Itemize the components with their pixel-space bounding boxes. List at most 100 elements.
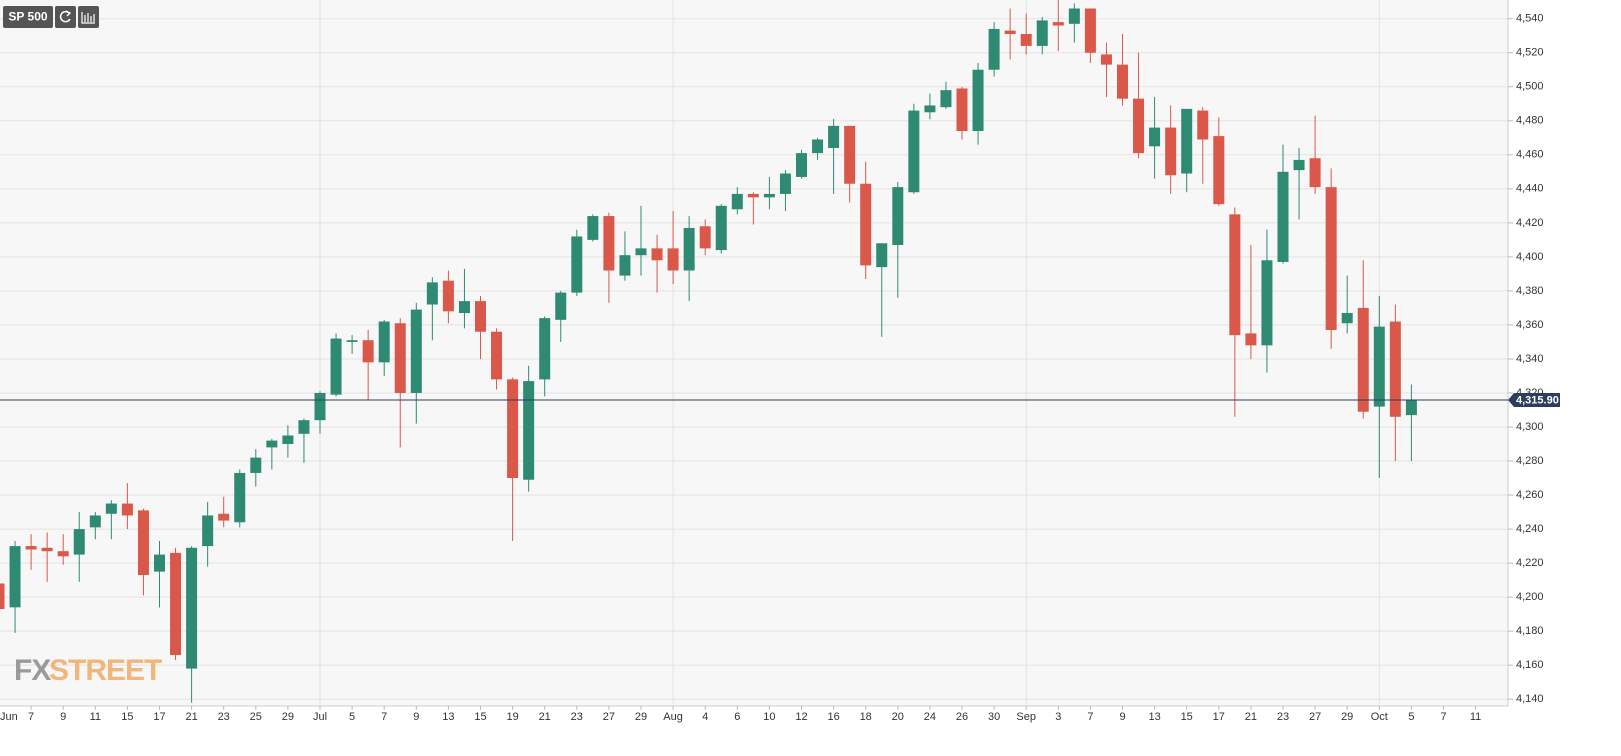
candle-body bbox=[924, 105, 936, 113]
y-tick-label: 4,460 bbox=[1516, 149, 1544, 161]
y-tick-label: 4,480 bbox=[1516, 115, 1544, 127]
candle-body bbox=[523, 381, 535, 480]
candle-body bbox=[699, 226, 711, 249]
x-tick-label: 4 bbox=[702, 711, 708, 723]
last-price-label: 4,315.90 bbox=[1516, 394, 1559, 406]
x-tick-label: 18 bbox=[860, 711, 872, 723]
x-tick-label: Jun bbox=[0, 711, 18, 723]
candle-body bbox=[796, 153, 807, 177]
candle-body bbox=[779, 173, 791, 194]
candle-body bbox=[1357, 307, 1369, 412]
last-price-marker bbox=[1508, 392, 1560, 407]
candle-body bbox=[603, 216, 615, 271]
candle-body bbox=[137, 510, 149, 576]
y-tick-label: 4,340 bbox=[1516, 353, 1544, 365]
candle-body bbox=[619, 255, 631, 276]
x-tick-label: Aug bbox=[663, 711, 683, 723]
x-tick-label: 7 bbox=[28, 711, 34, 723]
candle-body bbox=[0, 583, 5, 610]
plot-background bbox=[0, 0, 1508, 706]
candle-body bbox=[1341, 313, 1353, 324]
x-tick-label: 7 bbox=[1440, 711, 1446, 723]
x-tick-label: 23 bbox=[218, 711, 230, 723]
candle-body bbox=[555, 292, 567, 320]
candle-body bbox=[651, 248, 663, 261]
candle-body bbox=[442, 280, 454, 312]
candle-body bbox=[539, 318, 551, 380]
candle-body bbox=[892, 187, 904, 245]
candle-body bbox=[507, 379, 519, 479]
overlay: 4,140 4,160 4,180 4,200 4,220 4,240 4,260 4,280… bbox=[0, 13, 1560, 723]
candle-body bbox=[410, 309, 422, 393]
x-tick-label: 21 bbox=[539, 711, 551, 723]
x-tick-label: 23 bbox=[571, 711, 583, 723]
candle-body bbox=[1165, 127, 1177, 176]
candle-body bbox=[972, 69, 984, 131]
x-tick-label: 29 bbox=[635, 711, 647, 723]
candle-body bbox=[41, 547, 53, 552]
x-tick-label: 27 bbox=[1309, 711, 1321, 723]
candle-body bbox=[491, 331, 503, 380]
y-tick-label: 4,440 bbox=[1516, 183, 1544, 195]
x-tick-label: 21 bbox=[185, 711, 197, 723]
candle-body bbox=[876, 243, 888, 268]
y-tick-label: 4,160 bbox=[1516, 659, 1544, 671]
x-tick-label: 15 bbox=[121, 711, 133, 723]
candle-body bbox=[1309, 158, 1321, 188]
x-tick-label: 16 bbox=[827, 711, 839, 723]
y-tick-label: 4,500 bbox=[1516, 81, 1544, 93]
candle-body bbox=[475, 301, 486, 332]
y-tick-label: 4,200 bbox=[1516, 591, 1544, 603]
candle-body bbox=[458, 301, 470, 314]
candle-body bbox=[170, 552, 182, 655]
y-tick-label: 4,260 bbox=[1516, 489, 1544, 501]
symbol-badge[interactable] bbox=[3, 6, 53, 28]
y-tick-label: 4,380 bbox=[1516, 285, 1544, 297]
candle-body bbox=[1084, 8, 1096, 53]
candles bbox=[0, 0, 1417, 703]
candle-body bbox=[1197, 110, 1209, 140]
candle-body bbox=[1117, 64, 1128, 99]
candle-body bbox=[218, 513, 230, 521]
candle-body bbox=[266, 440, 278, 448]
candle-body bbox=[1181, 108, 1193, 174]
x-tick-label: 9 bbox=[60, 711, 66, 723]
candle-body bbox=[763, 193, 775, 198]
candle-body bbox=[844, 125, 856, 184]
candle-body bbox=[683, 227, 695, 271]
y-tick-label: 4,540 bbox=[1516, 13, 1544, 25]
x-tick-label: Jul bbox=[313, 711, 327, 723]
symbol: SP 500 bbox=[8, 10, 47, 24]
x-tick-label: 9 bbox=[1119, 711, 1125, 723]
bars-icon bbox=[81, 12, 95, 24]
candle-body bbox=[346, 340, 358, 342]
x-tick-label: 21 bbox=[1245, 711, 1257, 723]
x-tick-label: 13 bbox=[1148, 711, 1160, 723]
candle-body bbox=[1100, 54, 1112, 65]
x-tick-label: 15 bbox=[474, 711, 486, 723]
candle-body bbox=[282, 435, 294, 445]
candle-body bbox=[250, 457, 262, 473]
candle-body bbox=[1149, 127, 1161, 147]
x-tick-label: 15 bbox=[1181, 711, 1193, 723]
candle-body bbox=[89, 515, 101, 528]
candle-body bbox=[154, 554, 165, 572]
x-tick-label: 3 bbox=[1055, 711, 1061, 723]
y-tick-label: 4,300 bbox=[1516, 421, 1544, 433]
candle-body bbox=[202, 515, 214, 547]
x-tick-label: 12 bbox=[795, 711, 807, 723]
x-tick-label: 5 bbox=[1408, 711, 1414, 723]
x-tick-label: 10 bbox=[763, 711, 775, 723]
y-tick-label: 4,140 bbox=[1516, 693, 1544, 705]
refresh-button[interactable] bbox=[55, 6, 76, 28]
candle-body bbox=[25, 546, 37, 550]
candle-body bbox=[1277, 171, 1289, 262]
candle-body bbox=[234, 472, 246, 523]
candle-body bbox=[330, 338, 342, 395]
candle-body bbox=[298, 420, 310, 434]
x-tick-label: 20 bbox=[892, 711, 904, 723]
candle-body bbox=[988, 28, 1000, 70]
candle-body bbox=[1245, 333, 1257, 346]
candle-body bbox=[1020, 34, 1032, 46]
